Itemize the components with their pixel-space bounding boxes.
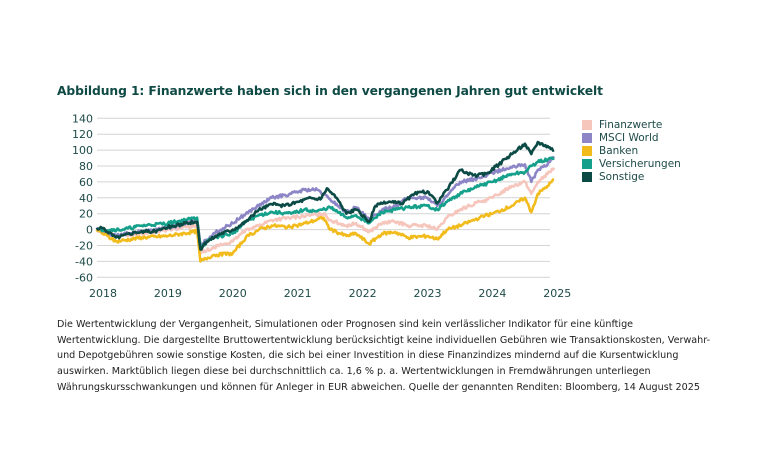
chart-title: Abbildung 1: Finanzwerte haben sich in d… xyxy=(57,84,603,98)
series-line-finanzwerte xyxy=(96,166,556,255)
y-tick-label: -20 xyxy=(75,240,93,253)
legend-swatch xyxy=(582,119,592,130)
legend-label: MSCI World xyxy=(599,131,659,144)
x-tick-label: 2019 xyxy=(154,287,182,300)
legend-label: Sonstige xyxy=(599,170,645,183)
y-tick-label: 40 xyxy=(79,192,93,205)
legend-swatch xyxy=(582,132,592,143)
footnote: Die Wertentwicklung der Vergangenheit, S… xyxy=(57,319,711,393)
x-tick-label: 2020 xyxy=(219,287,247,300)
series-line-versicherungen xyxy=(95,156,555,249)
legend-swatch xyxy=(582,145,592,156)
x-tick-label: 2023 xyxy=(414,287,442,300)
x-tick-label: 2025 xyxy=(543,287,571,300)
y-tick-label: 60 xyxy=(79,176,93,189)
series-line-sonstige xyxy=(95,140,555,251)
x-tick-label: 2024 xyxy=(478,287,506,300)
y-tick-label: 80 xyxy=(79,160,93,173)
legend-label: Versicherungen xyxy=(599,157,681,170)
y-tick-label: 120 xyxy=(72,128,93,141)
series-line-banken xyxy=(95,178,555,263)
legend: Finanzwerte MSCI World Banken Versicheru… xyxy=(582,118,681,183)
y-tick-label: 100 xyxy=(72,144,93,157)
legend-swatch xyxy=(582,158,592,169)
y-tick-label: -40 xyxy=(75,255,93,268)
legend-label: Banken xyxy=(599,144,639,157)
legend-item-banken: Banken xyxy=(582,144,681,157)
legend-item-versicherungen: Versicherungen xyxy=(582,157,681,170)
y-tick-label: -60 xyxy=(75,271,93,284)
x-tick-label: 2021 xyxy=(284,287,312,300)
legend-label: Finanzwerte xyxy=(599,118,663,131)
y-tick-label: 140 xyxy=(72,112,93,125)
legend-item-finanzwerte: Finanzwerte xyxy=(582,118,681,131)
x-tick-label: 2018 xyxy=(89,287,117,300)
legend-item-sonstige: Sonstige xyxy=(582,170,681,183)
x-tick-label: 2022 xyxy=(349,287,377,300)
y-tick-label: 0 xyxy=(86,224,93,237)
legend-swatch xyxy=(582,171,592,182)
y-tick-label: 20 xyxy=(79,208,93,221)
legend-item-msci-world: MSCI World xyxy=(582,131,681,144)
